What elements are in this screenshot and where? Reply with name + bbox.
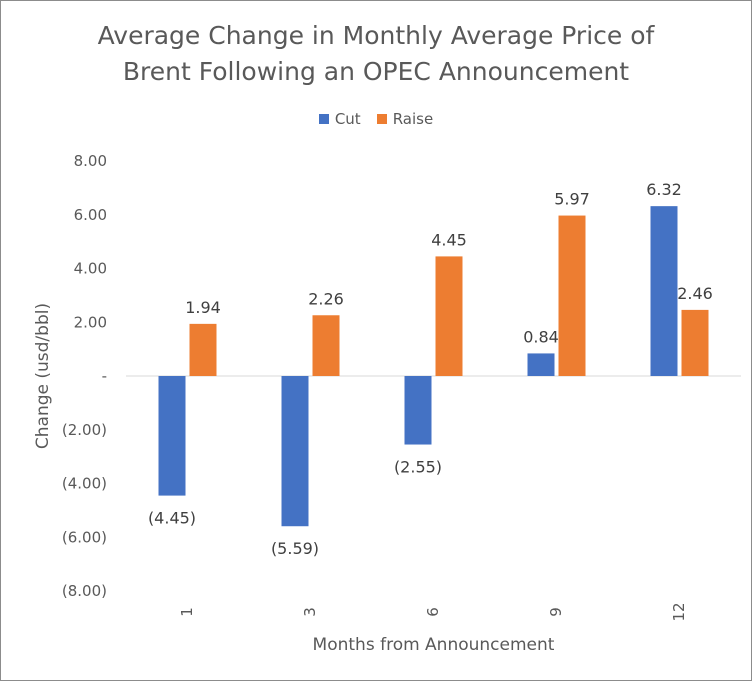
x-tick-label: 6	[424, 607, 442, 617]
legend-label-raise: Raise	[392, 110, 434, 128]
data-label-cut-1: (4.45)	[148, 509, 196, 528]
y-tick-label: (8.00)	[62, 582, 107, 600]
bar-cut-3	[281, 376, 309, 527]
bar-cut-6	[404, 376, 432, 445]
chart-title-line-2: Brent Following an OPEC Announcement	[122, 57, 630, 86]
x-axis-title: Months from Announcement	[313, 635, 555, 655]
x-tick-label: 12	[670, 602, 688, 621]
bar-raise-1	[189, 323, 217, 376]
chart-title-line-1: Average Change in Monthly Average Price …	[97, 21, 655, 50]
data-label-cut-12: 6.32	[646, 180, 682, 199]
data-label-raise-9: 5.97	[554, 190, 590, 209]
bar-raise-12	[681, 309, 709, 376]
x-tick-label: 3	[301, 607, 319, 617]
bar-cut-9	[527, 353, 555, 376]
y-tick-label: -	[102, 367, 107, 385]
legend-swatch-cut	[318, 114, 329, 124]
legend: Cut Raise	[0, 110, 752, 128]
bar-cut-1	[158, 376, 186, 496]
data-label-cut-6: (2.55)	[394, 458, 442, 477]
data-label-cut-9: 0.84	[523, 327, 559, 346]
y-tick-label: (4.00)	[62, 475, 107, 493]
legend-item-raise: Raise	[376, 110, 434, 128]
y-tick-label: (2.00)	[62, 421, 107, 439]
bar-raise-6	[435, 256, 463, 376]
data-label-raise-6: 4.45	[431, 230, 467, 249]
y-axis-title: Change (usd/bbl)	[33, 303, 53, 449]
y-tick-label: 6.00	[74, 206, 107, 224]
x-tick-label: 9	[547, 607, 565, 617]
x-tick-label: 1	[178, 607, 196, 617]
bar-raise-9	[558, 215, 586, 376]
y-tick-label: 2.00	[74, 313, 107, 331]
legend-item-cut: Cut	[318, 110, 361, 128]
y-tick-label: 8.00	[74, 152, 107, 170]
data-label-raise-3: 2.26	[308, 289, 344, 308]
bar-cut-12	[650, 206, 678, 376]
y-tick-label: 4.00	[74, 260, 107, 278]
y-tick-label: (6.00)	[62, 528, 107, 546]
legend-swatch-raise	[376, 114, 387, 124]
data-label-cut-3: (5.59)	[271, 539, 319, 558]
data-label-raise-1: 1.94	[185, 298, 221, 317]
legend-label-cut: Cut	[334, 110, 361, 128]
bar-raise-3	[312, 315, 340, 376]
data-label-raise-12: 2.46	[677, 284, 713, 303]
